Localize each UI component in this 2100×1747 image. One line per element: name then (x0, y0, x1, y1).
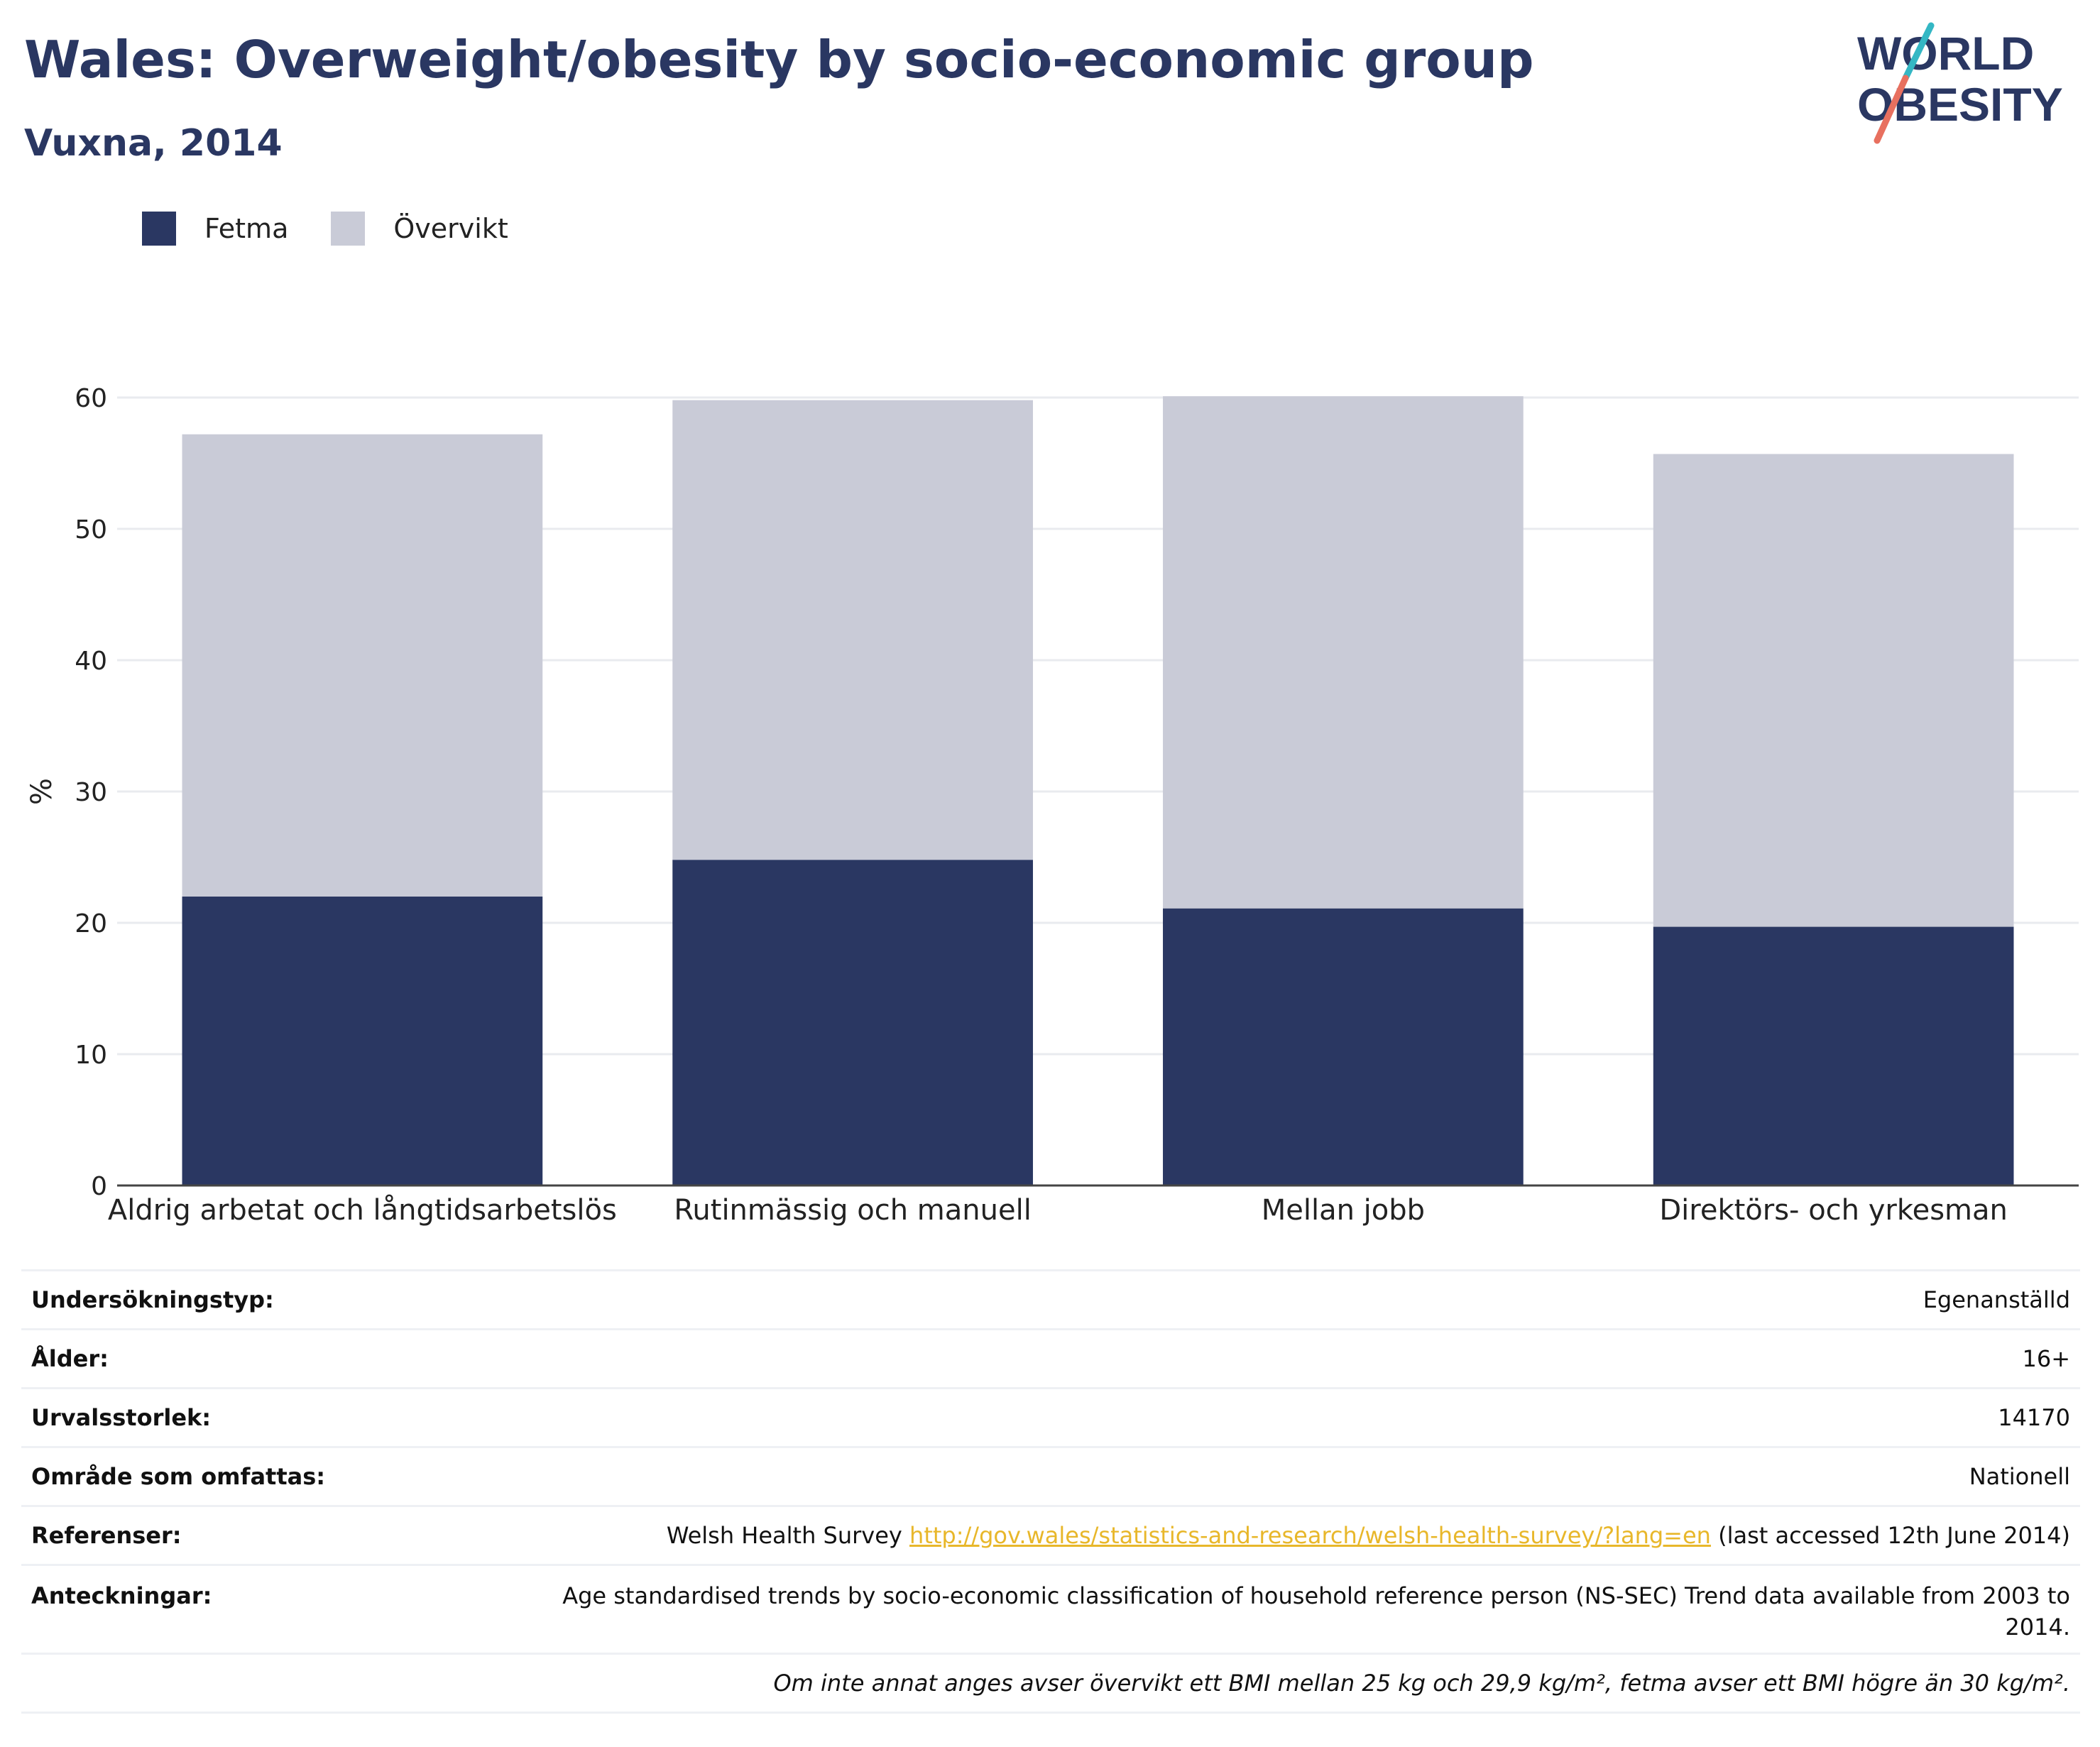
world-obesity-logo: WORLD OBESITY (1857, 22, 2063, 144)
y-tick-label: 20 (75, 909, 107, 938)
y-tick-label: 40 (75, 647, 107, 676)
x-tick-label: Aldrig arbetat och långtidsarbetslös (108, 1194, 617, 1227)
bar-overvikt (182, 434, 543, 897)
bar-fetma (182, 897, 543, 1185)
meta-key-sample-size: Urvalsstorlek: (21, 1387, 538, 1447)
meta-value-age: 16+ (538, 1328, 2080, 1389)
meta-value-area: Nationell (538, 1446, 2080, 1506)
y-tick-label: 0 (91, 1172, 107, 1201)
meta-key-survey-type: Undersökningstyp: (21, 1269, 538, 1330)
meta-value-references: Welsh Health Survey http://gov.wales/sta… (538, 1505, 2080, 1565)
meta-row-area: Område som omfattas: Nationell (21, 1446, 2080, 1506)
meta-value-notes: Age standardised trends by socio-economi… (538, 1564, 2080, 1654)
chart-title: Wales: Overweight/obesity by socio-econo… (24, 30, 1534, 89)
bar-fetma (672, 860, 1033, 1185)
reference-prefix: Welsh Health Survey (666, 1522, 910, 1549)
legend: Fetma Övervikt (142, 212, 508, 246)
meta-key-references: Referenser: (21, 1505, 538, 1565)
reference-suffix: (last accessed 12th June 2014) (1710, 1522, 2070, 1549)
meta-row-sample-size: Urvalsstorlek: 14170 (21, 1387, 2080, 1447)
meta-value-survey-type: Egenanställd (538, 1269, 2080, 1330)
legend-swatch-overvikt (331, 212, 366, 246)
y-tick-label: 30 (75, 778, 107, 807)
meta-value-sample-size: 14170 (538, 1387, 2080, 1447)
legend-item-overvikt[interactable]: Övervikt (331, 212, 508, 246)
bar-overvikt (672, 400, 1033, 860)
meta-row-survey-type: Undersökningstyp: Egenanställd (21, 1269, 2080, 1330)
y-tick-label: 60 (75, 384, 107, 413)
bar-fetma (1653, 926, 2014, 1185)
y-tick-label: 10 (75, 1041, 107, 1070)
x-tick-label: Rutinmässig och manuell (674, 1194, 1031, 1227)
logo-slash-coral (1874, 75, 1909, 144)
x-tick-label: Direktörs- och yrkesman (1659, 1194, 2008, 1227)
meta-row-footnote: Om inte annat anges avser övervikt ett B… (21, 1653, 2080, 1714)
meta-row-age: Ålder: 16+ (21, 1328, 2080, 1389)
y-axis-label: % (26, 778, 58, 805)
bar-fetma (1163, 908, 1524, 1185)
meta-key-area: Område som omfattas: (21, 1446, 538, 1506)
reference-link[interactable]: http://gov.wales/statistics-and-research… (909, 1522, 1711, 1549)
chart-subtitle: Vuxna, 2014 (24, 122, 283, 165)
metadata-table: Undersökningstyp: Egenanställd Ålder: 16… (21, 1269, 2080, 1714)
definition-footnote: Om inte annat anges avser övervikt ett B… (21, 1653, 2080, 1714)
meta-row-notes: Anteckningar: Age standardised trends by… (21, 1564, 2080, 1654)
logo-word-world: WORLD (1857, 27, 2034, 80)
y-tick-label: 50 (75, 515, 107, 544)
bar-chart: 0 10 20 30 40 50 60% Aldrig arbetat och långtid… (26, 384, 2079, 1227)
legend-swatch-fetma (142, 212, 176, 246)
meta-row-references: Referenser: Welsh Health Survey http://g… (21, 1505, 2080, 1565)
meta-key-age: Ålder: (21, 1328, 538, 1389)
logo-slash-teal (1902, 22, 1935, 82)
bar-overvikt (1653, 454, 2014, 927)
x-tick-label: Mellan jobb (1262, 1194, 1425, 1227)
bar-overvikt (1163, 396, 1524, 909)
legend-label-overvikt: Övervikt (393, 213, 508, 244)
legend-item-fetma[interactable]: Fetma (142, 212, 288, 246)
meta-key-notes: Anteckningar: (21, 1564, 538, 1654)
legend-label-fetma: Fetma (204, 213, 289, 244)
